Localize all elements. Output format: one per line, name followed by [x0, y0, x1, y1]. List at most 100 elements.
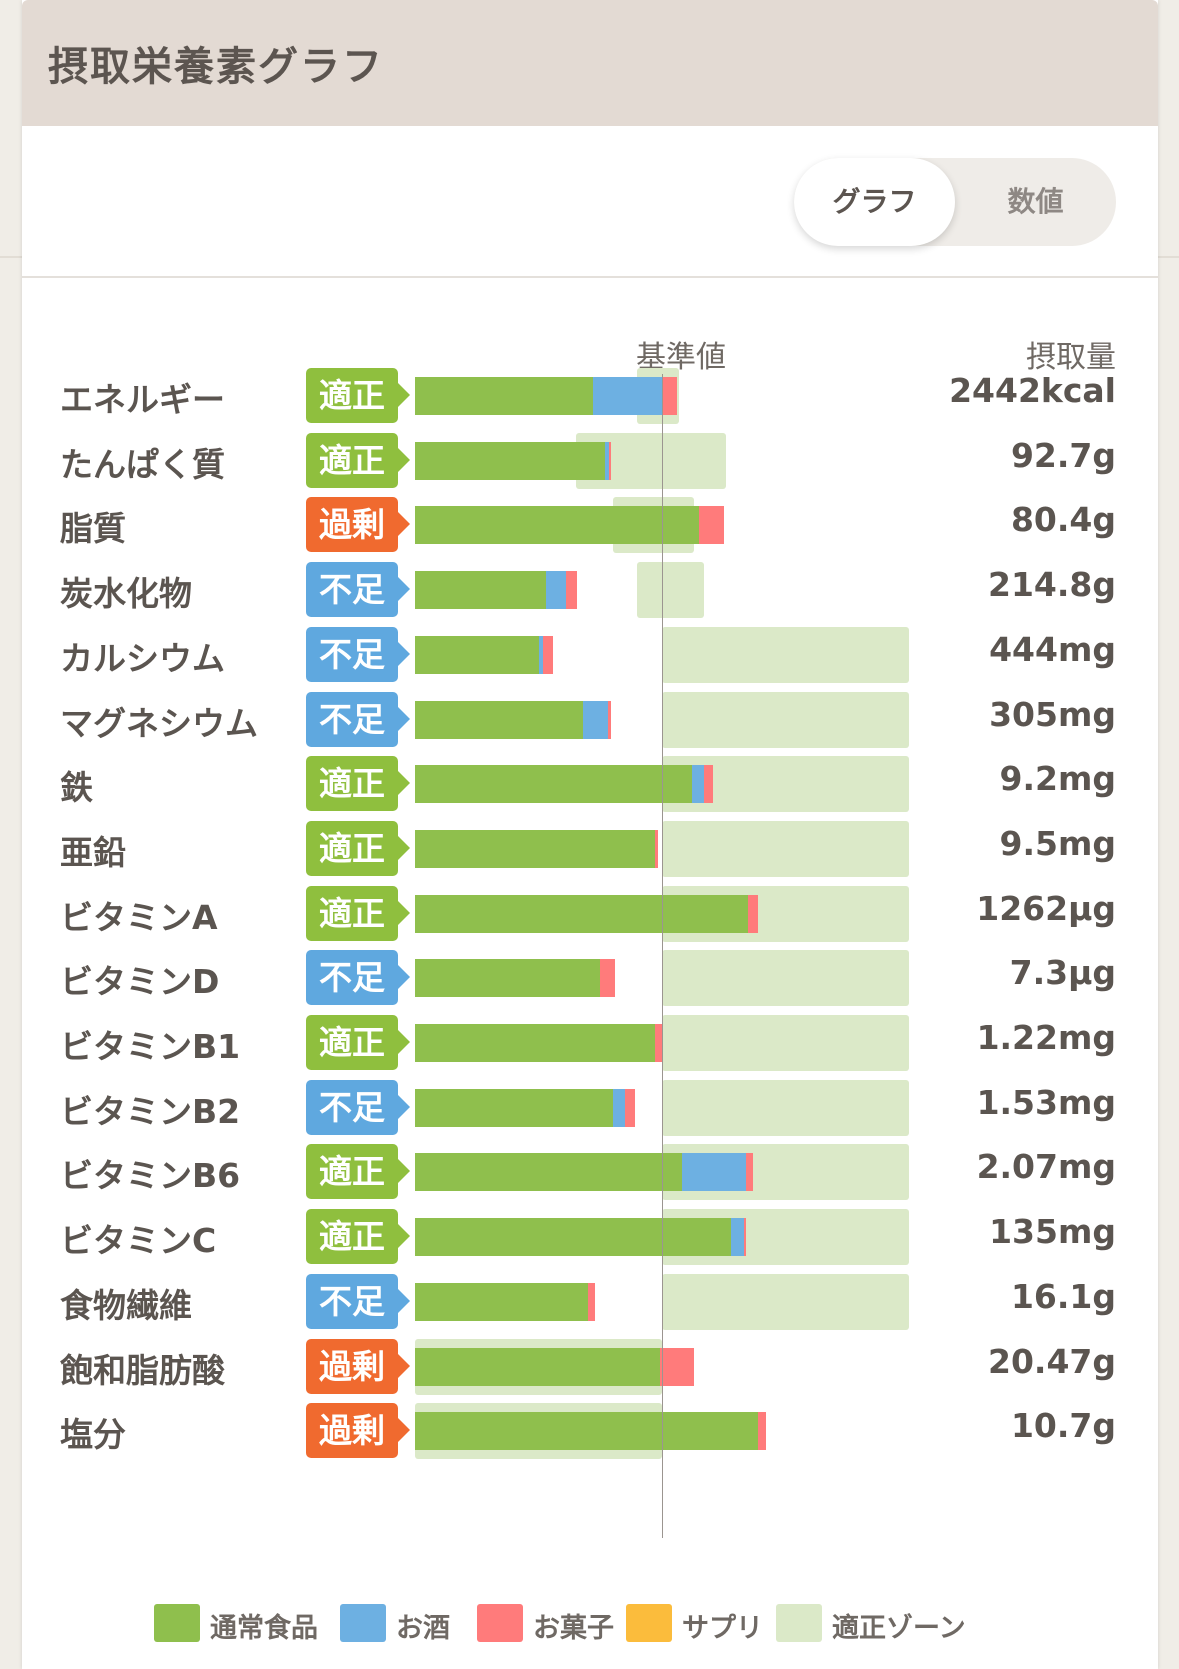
bar-segment-food	[415, 1282, 588, 1321]
intake-bar	[415, 700, 612, 739]
intake-bar	[415, 1088, 635, 1127]
bar-segment-food	[415, 1024, 655, 1062]
bar-segment-snack	[654, 829, 659, 868]
bar-segment-alcohol	[592, 377, 662, 415]
nutrient-row: たんぱく質 適正 92.7g	[22, 426, 1158, 495]
bar-segment-food	[415, 377, 593, 415]
status-badge: 過剰	[306, 1403, 410, 1459]
intake-bar	[415, 829, 659, 868]
intake-bar	[415, 635, 554, 674]
status-badge: 不足	[306, 950, 410, 1006]
bar-segment-alcohol	[582, 700, 608, 739]
bar-segment-alcohol	[681, 1153, 746, 1192]
nutrient-name: たんぱく質	[60, 444, 225, 484]
nutrient-row: 亜鉛 適正 9.5mg	[22, 814, 1158, 883]
bar-segment-food	[415, 1412, 759, 1451]
intake-value: 7.3μg	[1009, 953, 1116, 993]
status-badge: 適正	[306, 432, 410, 488]
nutrient-row: ビタミンD 不足 7.3μg	[22, 943, 1158, 1012]
adequate-zone	[662, 1079, 909, 1136]
view-toggle: グラフ 数値	[794, 158, 1116, 246]
intake-value: 135mg	[989, 1212, 1116, 1252]
bar-segment-food	[415, 700, 583, 739]
nutrient-name: 飽和脂肪酸	[60, 1350, 225, 1390]
nutrient-name: 炭水化物	[60, 574, 192, 614]
nutrient-row: カルシウム 不足 444mg	[22, 620, 1158, 689]
nutrient-name: 脂質	[60, 509, 126, 549]
adequate-zone	[662, 820, 909, 877]
nutrient-row: 飽和脂肪酸 過剰 20.47g	[22, 1332, 1158, 1401]
legend-swatch	[776, 1604, 822, 1642]
intake-value: 2442kcal	[949, 371, 1116, 410]
bar-segment-snack	[624, 1088, 635, 1127]
nutrient-row: ビタミンB1 適正 1.22mg	[22, 1008, 1158, 1077]
bar-segment-snack	[699, 506, 724, 545]
status-badge: 過剰	[306, 1338, 410, 1394]
intake-value: 305mg	[989, 694, 1116, 734]
bar-segment-food	[415, 571, 546, 610]
nutrient-row: ビタミンB2 不足 1.53mg	[22, 1073, 1158, 1142]
legend-swatch	[154, 1604, 200, 1642]
bar-segment-snack	[703, 765, 713, 804]
bar-segment-snack	[565, 571, 577, 610]
bar-segment-snack	[587, 1282, 596, 1321]
status-badge: 不足	[306, 1273, 410, 1329]
intake-value: 80.4g	[1010, 500, 1116, 540]
intake-bar	[415, 959, 616, 998]
status-badge: 不足	[306, 1079, 410, 1135]
nutrient-graph-card: 摂取栄養素グラフ グラフ 数値 基準値 摂取量 エネルギー 適正 2442kcal た…	[22, 0, 1158, 1669]
legend-swatch	[626, 1604, 672, 1642]
bar-segment-food	[415, 765, 692, 804]
bar-segment-snack	[607, 700, 612, 739]
intake-value: 16.1g	[1010, 1276, 1116, 1316]
toggle-value-button[interactable]: 数値	[1007, 185, 1064, 218]
nutrient-row: エネルギー 適正 2442kcal	[22, 361, 1158, 430]
nutrient-name: カルシウム	[60, 638, 225, 678]
nutrient-name: 食物繊維	[60, 1285, 192, 1325]
view-toggle-row: グラフ 数値	[22, 126, 1158, 278]
legend-label: 通常食品	[210, 1613, 318, 1644]
legend-swatch	[340, 1604, 386, 1642]
intake-bar	[415, 571, 577, 610]
nutrient-row: ビタミンB6 適正 2.07mg	[22, 1137, 1158, 1206]
bar-segment-alcohol	[691, 765, 704, 804]
intake-bar	[415, 441, 612, 480]
card-title: 摂取栄養素グラフ	[48, 44, 384, 90]
legend-label: サプリ	[682, 1613, 763, 1644]
nutrient-row: 脂質 過剰 80.4g	[22, 490, 1158, 559]
bar-segment-snack	[661, 377, 677, 415]
bar-segment-snack	[745, 1153, 754, 1192]
bar-segment-food	[415, 1153, 682, 1192]
nutrient-row: マグネシウム 不足 305mg	[22, 685, 1158, 754]
legend-label: お酒	[396, 1613, 450, 1644]
status-badge: 適正	[306, 756, 410, 812]
intake-bar	[415, 377, 677, 415]
intake-header: 摂取量	[1026, 340, 1116, 375]
intake-bar	[415, 1218, 746, 1257]
nutrient-name: ビタミンB2	[60, 1091, 241, 1131]
legend: 通常食品 お酒 お菓子 サプリ 適正ゾーン	[22, 1604, 1158, 1644]
status-badge: 過剰	[306, 497, 410, 553]
intake-value: 20.47g	[987, 1341, 1116, 1381]
toggle-graph-button[interactable]: グラフ	[794, 158, 955, 246]
bar-segment-alcohol	[538, 635, 544, 674]
intake-bar	[415, 894, 759, 933]
nutrient-name: 亜鉛	[60, 832, 126, 872]
bar-segment-food	[415, 506, 700, 545]
intake-bar	[415, 1153, 754, 1192]
nutrient-name: 塩分	[60, 1415, 126, 1455]
nutrient-name: ビタミンD	[60, 962, 220, 1002]
intake-value: 9.2mg	[999, 759, 1116, 799]
bar-segment-food	[415, 894, 749, 933]
intake-bar	[415, 1347, 695, 1386]
intake-value: 1.22mg	[976, 1018, 1116, 1057]
intake-bar	[415, 1024, 662, 1062]
bar-segment-snack	[654, 1024, 662, 1062]
bar-segment-food	[415, 959, 601, 998]
nutrient-name: エネルギー	[60, 380, 225, 419]
bar-segment-alcohol	[612, 1088, 625, 1127]
intake-bar	[415, 1282, 596, 1321]
status-badge: 適正	[306, 820, 410, 876]
nutrient-name: ビタミンA	[60, 897, 218, 937]
legend-label: お菓子	[533, 1613, 614, 1644]
